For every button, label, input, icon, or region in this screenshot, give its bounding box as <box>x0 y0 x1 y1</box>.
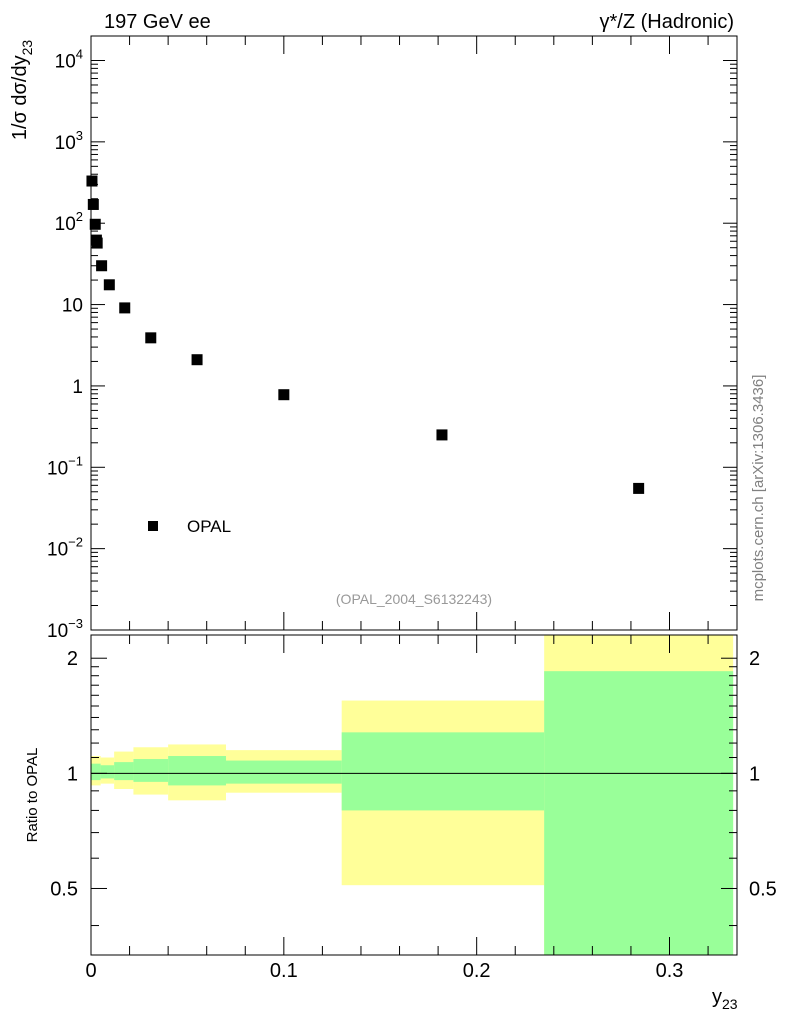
main-y-tick-label: 1 <box>72 377 83 398</box>
data-point-opal <box>96 260 108 272</box>
x-axis-label: y23 <box>712 986 738 1012</box>
main-y-tick-label: 104 <box>55 46 83 72</box>
ratio-y-tick-label-left: 2 <box>67 648 78 670</box>
header-right-title: γ*/Z (Hadronic) <box>600 11 734 33</box>
ratio-y-tick-label-left: 0.5 <box>50 878 78 900</box>
data-point-opal <box>119 302 131 314</box>
ratio-y-tick-label-right: 0.5 <box>749 878 777 900</box>
ratio-x-tick-label: 0.3 <box>656 960 684 982</box>
header-left-title: 197 GeV ee <box>104 11 211 33</box>
ratio-uncertainty-bands <box>91 635 734 955</box>
data-point-opal <box>278 389 290 401</box>
main-y-axis-label: 1/σ dσ/dy23 <box>9 40 35 141</box>
ratio-axis-ticks <box>90 635 737 955</box>
ratio-green-band <box>544 671 734 955</box>
ratio-green-band <box>225 760 342 784</box>
ratio-x-tick-labels: 0 0.1 0.2 0.3 <box>85 960 683 982</box>
ratio-y-tick-labels: 0.5 0.5 1 1 2 2 <box>50 648 777 900</box>
data-point-opal <box>436 429 448 441</box>
data-point-opal <box>86 175 98 187</box>
data-point-opal <box>191 354 203 366</box>
main-y-tick-label: 102 <box>55 209 83 235</box>
ratio-green-band <box>114 762 134 781</box>
main-data-points <box>86 175 645 494</box>
ratio-y-tick-label-right: 1 <box>749 763 760 785</box>
main-y-tick-label: 10 <box>62 296 83 317</box>
ratio-y-tick-label-left: 1 <box>67 763 78 785</box>
data-point-opal <box>145 332 157 344</box>
data-point-opal <box>89 218 101 230</box>
ratio-y-tick-label-right: 2 <box>749 648 760 670</box>
main-plot-frame <box>90 35 738 631</box>
main-y-tick-label: 10−1 <box>47 453 83 479</box>
ratio-x-tick-label: 0.2 <box>463 960 491 982</box>
analysis-id-label: (OPAL_2004_S6132243) <box>336 591 492 607</box>
ratio-plot-frame <box>90 634 738 956</box>
legend-label-opal: OPAL <box>187 517 231 536</box>
ratio-x-tick-label: 0.1 <box>270 960 298 982</box>
ratio-green-band <box>341 732 545 811</box>
main-y-tick-label: 10−3 <box>47 616 83 642</box>
main-y-tick-label: 103 <box>55 128 83 154</box>
ratio-green-band <box>100 765 115 779</box>
main-y-tick-labels: 10−3 10−2 10−1 1 10 102 103 104 <box>47 46 83 642</box>
ratio-plot-panel: 0.5 0.5 1 1 2 2 0 0.1 0.2 0.3 Ratio to OPAL y23 <box>24 634 777 1012</box>
data-point-opal <box>91 237 103 249</box>
data-point-opal <box>633 482 645 494</box>
ratio-y-axis-label: Ratio to OPAL <box>24 748 41 843</box>
main-axis-ticks <box>90 35 737 631</box>
legend-marker-opal <box>148 521 158 531</box>
main-y-tick-label: 10−2 <box>47 535 83 561</box>
data-point-opal <box>103 279 115 291</box>
ratio-green-band <box>133 759 169 782</box>
data-point-opal <box>87 198 99 210</box>
ratio-x-tick-label: 0 <box>85 960 96 982</box>
ratio-green-band <box>91 763 101 781</box>
mcplots-side-label: mcplots.cern.ch [arXiv:1306.3436] <box>750 375 767 602</box>
main-plot-panel: 10−3 10−2 10−1 1 10 102 103 104 1/σ dσ/dy23 OPA… <box>9 35 738 642</box>
ratio-green-band <box>168 756 226 786</box>
